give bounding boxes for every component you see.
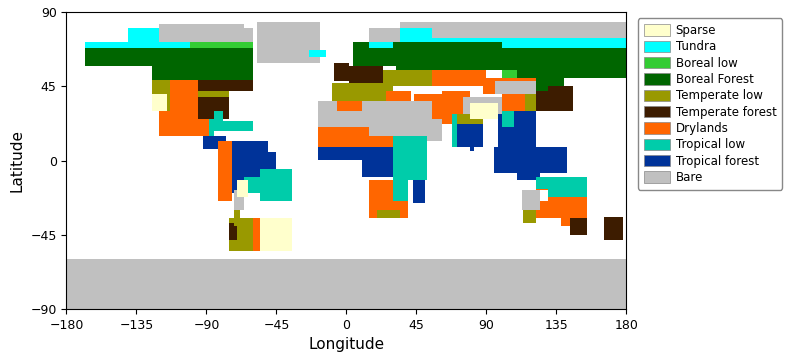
Y-axis label: Latitude: Latitude [10, 129, 25, 192]
Legend: Sparse, Tundra, Boreal low, Boreal Forest, Temperate low, Temperate forest, Dryl: Sparse, Tundra, Boreal low, Boreal Fores… [638, 18, 782, 190]
X-axis label: Longitude: Longitude [308, 337, 385, 352]
